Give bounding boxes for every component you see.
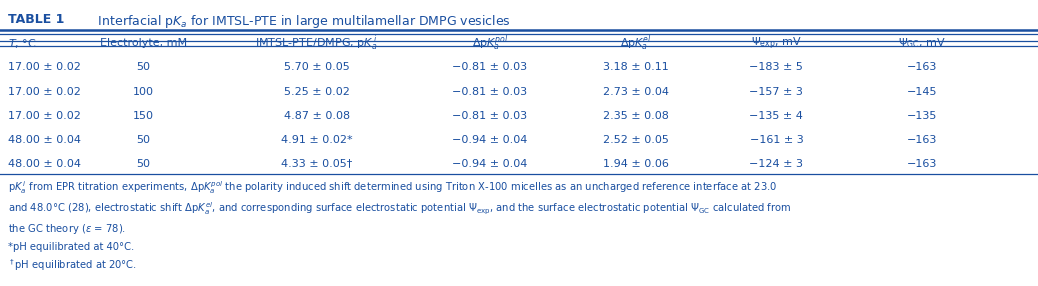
- Text: −145: −145: [906, 87, 937, 96]
- Text: 17.00 ± 0.02: 17.00 ± 0.02: [8, 111, 81, 120]
- Text: −0.81 ± 0.03: −0.81 ± 0.03: [453, 63, 527, 72]
- Text: the GC theory ($\varepsilon$ = 78).: the GC theory ($\varepsilon$ = 78).: [8, 222, 127, 236]
- Text: 3.18 ± 0.11: 3.18 ± 0.11: [603, 63, 670, 72]
- Text: −161 ± 3: −161 ± 3: [749, 135, 803, 144]
- Text: −0.94 ± 0.04: −0.94 ± 0.04: [453, 135, 527, 144]
- Text: −163: −163: [906, 135, 937, 144]
- Text: −163: −163: [906, 63, 937, 72]
- Text: 4.87 ± 0.08: 4.87 ± 0.08: [283, 111, 350, 120]
- Text: 17.00 ± 0.02: 17.00 ± 0.02: [8, 87, 81, 96]
- Text: −135: −135: [906, 111, 937, 120]
- Text: $\Delta$p$K_a^{pol}$: $\Delta$p$K_a^{pol}$: [471, 34, 509, 53]
- Text: −0.94 ± 0.04: −0.94 ± 0.04: [453, 159, 527, 168]
- Text: 1.94 ± 0.06: 1.94 ± 0.06: [603, 159, 670, 168]
- Text: 48.00 ± 0.04: 48.00 ± 0.04: [8, 135, 81, 144]
- Text: −135 ± 4: −135 ± 4: [749, 111, 803, 120]
- Text: 150: 150: [133, 111, 154, 120]
- Text: 2.35 ± 0.08: 2.35 ± 0.08: [603, 111, 670, 120]
- Text: $\Delta$p$K_a^{el}$: $\Delta$p$K_a^{el}$: [621, 34, 652, 53]
- Text: $^\dagger$pH equilibrated at 20°C.: $^\dagger$pH equilibrated at 20°C.: [8, 257, 137, 273]
- Text: 5.70 ± 0.05: 5.70 ± 0.05: [283, 63, 350, 72]
- Text: IMTSL-PTE/DMPG, p$K_a^{\,i}$: IMTSL-PTE/DMPG, p$K_a^{\,i}$: [255, 34, 378, 53]
- Text: −0.81 ± 0.03: −0.81 ± 0.03: [453, 87, 527, 96]
- Text: $\Psi_{\rm GC}$, mV: $\Psi_{\rm GC}$, mV: [898, 37, 946, 50]
- Text: p$K_a^{\,i}$ from EPR titration experiments, $\Delta$p$K_a^{pol}$ the polarity i: p$K_a^{\,i}$ from EPR titration experime…: [8, 179, 777, 196]
- Text: 4.33 ± 0.05†: 4.33 ± 0.05†: [281, 159, 352, 168]
- Text: $\Psi_{\rm exp}$, mV: $\Psi_{\rm exp}$, mV: [750, 35, 802, 52]
- Text: 50: 50: [136, 159, 151, 168]
- Text: *pH equilibrated at 40°C.: *pH equilibrated at 40°C.: [8, 243, 135, 252]
- Text: 2.52 ± 0.05: 2.52 ± 0.05: [603, 135, 670, 144]
- Text: 48.00 ± 0.04: 48.00 ± 0.04: [8, 159, 81, 168]
- Text: 2.73 ± 0.04: 2.73 ± 0.04: [603, 87, 670, 96]
- Text: 5.25 ± 0.02: 5.25 ± 0.02: [283, 87, 350, 96]
- Text: $T$, °C: $T$, °C: [8, 37, 37, 50]
- Text: TABLE 1: TABLE 1: [8, 13, 64, 26]
- Text: Electrolyte, mM: Electrolyte, mM: [100, 39, 187, 48]
- Text: 50: 50: [136, 135, 151, 144]
- Text: Interfacial p$K_a$ for IMTSL-PTE in large multilamellar DMPG vesicles: Interfacial p$K_a$ for IMTSL-PTE in larg…: [86, 13, 511, 30]
- Text: −157 ± 3: −157 ± 3: [749, 87, 803, 96]
- Text: −183 ± 5: −183 ± 5: [749, 63, 803, 72]
- Text: 50: 50: [136, 63, 151, 72]
- Text: −0.81 ± 0.03: −0.81 ± 0.03: [453, 111, 527, 120]
- Text: 17.00 ± 0.02: 17.00 ± 0.02: [8, 63, 81, 72]
- Text: 100: 100: [133, 87, 154, 96]
- Text: 4.91 ± 0.02*: 4.91 ± 0.02*: [280, 135, 353, 144]
- Text: −124 ± 3: −124 ± 3: [749, 159, 803, 168]
- Text: −163: −163: [906, 159, 937, 168]
- Text: and 48.0°C (28), electrostatic shift $\Delta$p$K_a^{el}$, and corresponding surf: and 48.0°C (28), electrostatic shift $\D…: [8, 200, 792, 217]
